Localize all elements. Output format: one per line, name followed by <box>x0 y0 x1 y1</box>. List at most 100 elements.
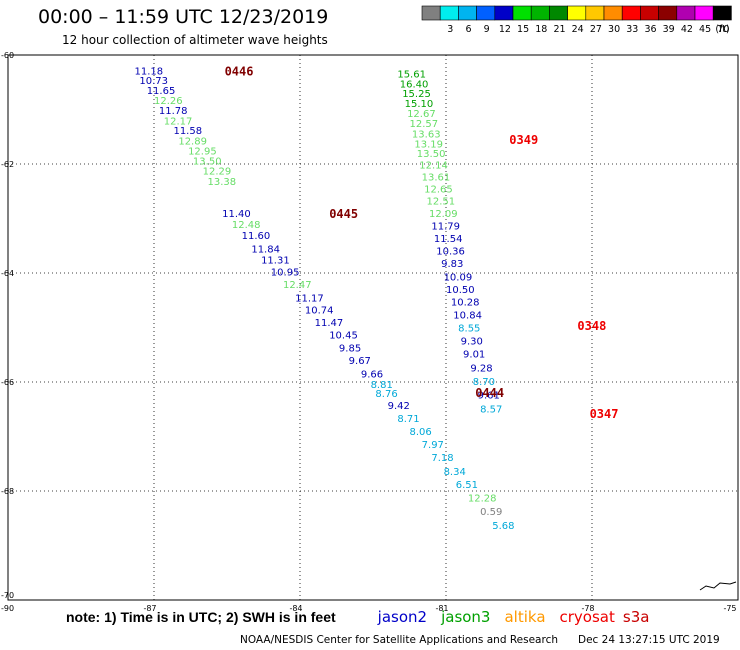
wave-height-label: 10.45 <box>329 331 358 342</box>
wave-height-label: 11.65 <box>147 86 176 97</box>
legend-label: 24 <box>572 24 584 35</box>
legend-swatch <box>530 5 550 21</box>
wave-height-label: 13.63 <box>412 129 441 140</box>
legend-swatch <box>549 5 568 21</box>
satellite-legend-jason3: jason3 <box>441 608 491 626</box>
wave-height-label: 12.09 <box>429 209 458 220</box>
wave-height-label: 13.50 <box>193 157 222 168</box>
wave-height-label: 11.17 <box>295 294 324 305</box>
wave-height-label: 0.59 <box>480 507 502 518</box>
y-tick-label: -68 <box>1 487 14 496</box>
wave-height-label: 12.14 <box>419 161 448 172</box>
wave-height-label: 15.10 <box>405 99 434 110</box>
legend-swatch <box>621 5 641 21</box>
wave-height-label: 11.47 <box>315 318 344 329</box>
x-tick-label: -81 <box>435 604 448 613</box>
wave-height-label: 8.81 <box>371 380 393 391</box>
legend-swatch <box>603 5 623 21</box>
wave-height-label: 11.18 <box>135 66 164 77</box>
wave-height-label: 11.79 <box>431 222 460 233</box>
chart-subtitle: 12 hour collection of altimeter wave hei… <box>62 33 328 47</box>
wave-height-label: 8.34 <box>444 467 466 478</box>
legend-label: 3 <box>447 24 453 35</box>
wave-height-label: 7.18 <box>431 453 453 464</box>
footer-timestamp: Dec 24 13:27:15 UTC 2019 <box>578 634 720 646</box>
footer-note-row: note: 1) Time is in UTC; 2) SWH is in fe… <box>66 608 649 632</box>
wave-height-label: 13.38 <box>208 177 237 188</box>
legend-swatch <box>458 5 477 21</box>
wave-height-label: 9.42 <box>388 401 410 412</box>
wave-height-label: 12.26 <box>154 96 183 107</box>
wave-height-label: 12.17 <box>164 116 193 127</box>
pass-time-label: 0349 <box>509 133 538 147</box>
legend-swatch <box>476 5 496 21</box>
chart-title: 00:00 – 11:59 UTC 12/23/2019 <box>38 6 329 28</box>
wave-height-label: 8.55 <box>458 324 480 335</box>
wave-height-label: 15.61 <box>397 70 426 81</box>
wave-height-label: 8.76 <box>375 389 397 400</box>
y-tick-label: -60 <box>1 51 14 60</box>
wave-height-label: 6.51 <box>456 480 478 491</box>
wave-height-label: 10.09 <box>444 272 473 283</box>
legend-label: 21 <box>553 24 565 35</box>
legend-label: 30 <box>608 24 620 35</box>
pass-time-label: 0347 <box>590 407 619 421</box>
wave-height-label: 7.97 <box>422 440 444 451</box>
legend-swatch <box>694 5 714 21</box>
satellite-legend-cryosat: cryosat <box>559 608 615 626</box>
wave-height-label: 15.25 <box>402 89 431 100</box>
wave-height-label: 12.67 <box>407 109 436 120</box>
legend-swatch <box>494 5 514 21</box>
satellite-legend-jason2: jason2 <box>377 608 428 626</box>
footer-credit: NOAA/NESDIS Center for Satellite Applica… <box>240 634 558 646</box>
legend-label: 70 <box>717 24 729 35</box>
wave-height-label: 13.19 <box>414 139 443 150</box>
legend-label: 6 <box>465 24 471 35</box>
legend-label: 9 <box>484 24 490 35</box>
wave-height-label: 8.70 <box>473 377 495 388</box>
wave-height-label: 9.67 <box>349 356 371 367</box>
wave-height-label: 10.36 <box>436 247 465 258</box>
x-tick-label: -78 <box>581 604 594 613</box>
satellite-legend-altika: altika <box>504 608 546 626</box>
wave-height-label: 12.29 <box>203 167 232 178</box>
wave-height-label: 12.95 <box>188 146 217 157</box>
legend-label: 15 <box>517 24 529 35</box>
y-tick-label: -70 <box>1 591 14 600</box>
legend-unit: (ft) <box>715 24 729 35</box>
coastline <box>699 581 737 591</box>
wave-height-label: 12.89 <box>178 137 207 148</box>
legend-swatch <box>658 5 678 21</box>
wave-height-label: 10.50 <box>446 285 475 296</box>
wave-height-label: 9.66 <box>361 369 383 380</box>
wave-height-label: 10.95 <box>271 267 300 278</box>
y-tick-label: -66 <box>1 378 14 387</box>
legend-label: 12 <box>499 24 511 35</box>
wave-height-label: 12.65 <box>424 185 453 196</box>
legend-swatch <box>712 5 732 21</box>
x-tick-label: -90 <box>1 604 14 613</box>
wave-height-label: 13.50 <box>417 149 446 160</box>
legend-label: 42 <box>681 24 693 35</box>
wave-height-label: 10.28 <box>451 297 480 308</box>
wave-height-label: 8.06 <box>410 427 432 438</box>
wave-height-label: 12.48 <box>232 220 261 231</box>
legend-label: 18 <box>535 24 547 35</box>
legend-label: 27 <box>590 24 602 35</box>
wave-height-label: 11.58 <box>173 126 202 137</box>
pass-time-label: 0446 <box>225 64 254 78</box>
wave-height-label: 9.30 <box>461 337 483 348</box>
legend-swatch <box>676 5 696 21</box>
legend-swatch <box>585 5 605 21</box>
wave-height-label: 12.57 <box>410 119 439 130</box>
satellite-legend-s3a: s3a <box>622 608 650 626</box>
y-tick-label: -64 <box>1 269 14 278</box>
legend-swatch <box>439 5 459 21</box>
wave-height-label: 11.84 <box>251 244 280 255</box>
legend-label: 45 <box>699 24 711 35</box>
wave-height-label: 10.74 <box>305 306 334 317</box>
pass-time-label: 0444 <box>475 386 504 400</box>
wave-height-label: 13.61 <box>422 173 451 184</box>
pass-time-label: 0445 <box>329 207 358 221</box>
x-tick-label: -87 <box>143 604 156 613</box>
